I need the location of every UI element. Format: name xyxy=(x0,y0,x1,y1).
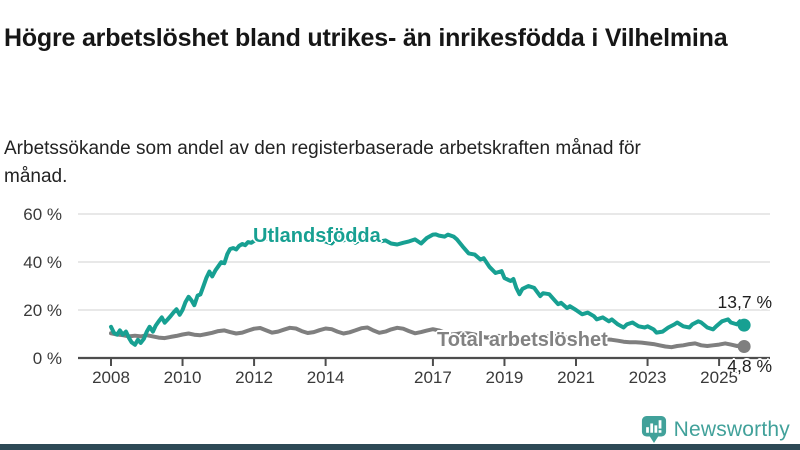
end-value-label-utlandsfodda: 13,7 % xyxy=(717,292,772,312)
y-tick-label: 0 % xyxy=(32,349,62,368)
page-subtitle: Arbetssökande som andel av den registerb… xyxy=(4,138,641,187)
newsworthy-logo-icon xyxy=(641,416,666,443)
x-tick-label: 2017 xyxy=(414,368,452,387)
newsworthy-logo-text: Newsworthy xyxy=(673,417,790,441)
newsworthy-logo: Newsworthy xyxy=(641,415,790,444)
y-tick-label: 40 % xyxy=(23,253,62,272)
x-tick-label: 2008 xyxy=(92,368,130,387)
page-title: Högre arbetslöshet bland utrikes- än inr… xyxy=(4,23,728,52)
x-tick-label: 2019 xyxy=(485,368,524,387)
x-tick-label: 2010 xyxy=(163,368,202,387)
x-tick-label: 2023 xyxy=(628,368,667,387)
x-tick-label: 2025 xyxy=(700,368,738,387)
x-tick-label: 2014 xyxy=(306,368,345,387)
series-label-total-arbetsloshet: Total arbetslöshet xyxy=(437,329,608,351)
y-tick-label: 20 % xyxy=(23,301,62,320)
x-tick-label: 2021 xyxy=(557,368,595,387)
series-label-utlandsfodda: Utlandsfödda xyxy=(253,225,381,247)
x-tick-label: 2012 xyxy=(235,368,273,387)
y-tick-label: 60 % xyxy=(23,205,62,224)
footer-bar xyxy=(0,444,800,450)
end-value-label-total: 4,8 % xyxy=(727,356,772,376)
